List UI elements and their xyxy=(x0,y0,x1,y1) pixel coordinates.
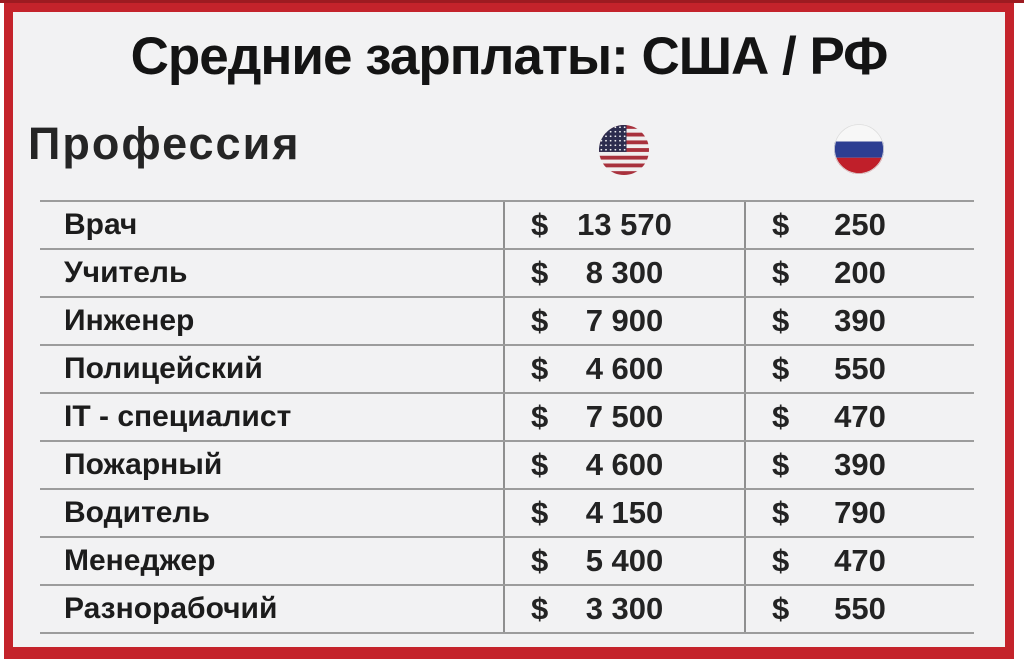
usa-salary-value: 7 500 xyxy=(585,399,664,434)
usa-salary-value: 4 150 xyxy=(585,495,664,530)
profession-label: Водитель xyxy=(64,496,210,529)
russia-salary-value: 390 xyxy=(834,303,886,338)
profession-cell: Разнорабочий xyxy=(40,586,503,632)
table-row: Врач $ 13 570 $ 250 xyxy=(40,200,974,248)
usa-salary-cell: $ 3 300 xyxy=(503,586,746,632)
profession-cell: Менеджер xyxy=(40,538,503,584)
russia-salary-cell: $ 390 xyxy=(746,298,974,344)
top-edge-strip xyxy=(0,0,1024,3)
usa-salary-cell: $ 4 150 xyxy=(503,490,746,536)
russia-salary-cell: $ 250 xyxy=(746,202,974,248)
dollar-sign: $ xyxy=(531,351,549,386)
russia-salary-cell: $ 550 xyxy=(746,586,974,632)
table-row: Учитель $ 8 300 $ 200 xyxy=(40,248,974,296)
usa-salary-cell: $ 4 600 xyxy=(503,442,746,488)
russia-salary-cell: $ 470 xyxy=(746,538,974,584)
russia-salary-cell: $ 200 xyxy=(746,250,974,296)
table-row: Инженер $ 7 900 $ 390 xyxy=(40,296,974,344)
table-row: IT - специалист $ 7 500 $ 470 xyxy=(40,392,974,440)
usa-salary-value: 13 570 xyxy=(577,207,672,242)
dollar-sign: $ xyxy=(531,447,549,482)
usa-salary-cell: $ 8 300 xyxy=(503,250,746,296)
profession-label: IT - специалист xyxy=(64,400,292,433)
salary-table: Врач $ 13 570 $ 250 Учитель $ 8 300 $ 20… xyxy=(40,200,974,634)
usa-salary-cell: $ 5 400 xyxy=(503,538,746,584)
profession-cell: Полицейский xyxy=(40,346,503,392)
table-row: Полицейский $ 4 600 $ 550 xyxy=(40,344,974,392)
usa-salary-value: 4 600 xyxy=(585,447,664,482)
russia-salary-cell: $ 470 xyxy=(746,394,974,440)
russia-salary-value: 470 xyxy=(834,543,886,578)
dollar-sign: $ xyxy=(531,303,549,338)
dollar-sign: $ xyxy=(772,399,790,434)
russia-salary-cell: $ 390 xyxy=(746,442,974,488)
russia-salary-value: 250 xyxy=(834,207,886,242)
dollar-sign: $ xyxy=(531,255,549,290)
profession-label: Менеджер xyxy=(64,544,216,577)
table-row: Разнорабочий $ 3 300 $ 550 xyxy=(40,584,974,632)
dollar-sign: $ xyxy=(531,207,549,242)
table-row: Водитель $ 4 150 $ 790 xyxy=(40,488,974,536)
dollar-sign: $ xyxy=(531,399,549,434)
table-row: Менеджер $ 5 400 $ 470 xyxy=(40,536,974,584)
russia-flag-icon xyxy=(834,124,884,174)
profession-column-header: Профессия xyxy=(28,118,301,169)
profession-label: Инженер xyxy=(64,304,195,337)
usa-salary-cell: $ 7 500 xyxy=(503,394,746,440)
usa-salary-value: 7 900 xyxy=(585,303,664,338)
profession-cell: Пожарный xyxy=(40,442,503,488)
usa-salary-value: 5 400 xyxy=(585,543,664,578)
usa-salary-cell: $ 13 570 xyxy=(503,202,746,248)
dollar-sign: $ xyxy=(772,303,790,338)
usa-salary-cell: $ 7 900 xyxy=(503,298,746,344)
profession-cell: Учитель xyxy=(40,250,503,296)
profession-label: Учитель xyxy=(64,256,188,289)
usa-salary-cell: $ 4 600 xyxy=(503,346,746,392)
dollar-sign: $ xyxy=(772,447,790,482)
profession-label: Пожарный xyxy=(64,448,223,481)
russia-salary-value: 470 xyxy=(834,399,886,434)
profession-cell: Инженер xyxy=(40,298,503,344)
dollar-sign: $ xyxy=(531,591,549,626)
russia-salary-value: 550 xyxy=(834,351,886,386)
usa-salary-value: 4 600 xyxy=(585,351,664,386)
profession-label: Полицейский xyxy=(64,352,263,385)
russia-salary-value: 790 xyxy=(834,495,886,530)
russia-salary-cell: $ 790 xyxy=(746,490,974,536)
russia-salary-value: 200 xyxy=(834,255,886,290)
dollar-sign: $ xyxy=(531,543,549,578)
dollar-sign: $ xyxy=(772,207,790,242)
dollar-sign: $ xyxy=(772,591,790,626)
russia-salary-value: 550 xyxy=(834,591,886,626)
red-border-frame xyxy=(4,3,1014,659)
table-row: Пожарный $ 4 600 $ 390 xyxy=(40,440,974,488)
dollar-sign: $ xyxy=(772,255,790,290)
usa-salary-value: 8 300 xyxy=(585,255,664,290)
dollar-sign: $ xyxy=(772,543,790,578)
russia-salary-cell: $ 550 xyxy=(746,346,974,392)
profession-cell: Врач xyxy=(40,202,503,248)
profession-cell: IT - специалист xyxy=(40,394,503,440)
usa-salary-value: 3 300 xyxy=(585,591,664,626)
dollar-sign: $ xyxy=(772,495,790,530)
dollar-sign: $ xyxy=(772,351,790,386)
profession-label: Врач xyxy=(64,208,138,241)
page-title: Средние зарплаты: США / РФ xyxy=(130,27,889,86)
dollar-sign: $ xyxy=(531,495,549,530)
profession-label: Разнорабочий xyxy=(64,592,278,625)
usa-flag-icon xyxy=(599,125,649,175)
russia-salary-value: 390 xyxy=(834,447,886,482)
profession-cell: Водитель xyxy=(40,490,503,536)
